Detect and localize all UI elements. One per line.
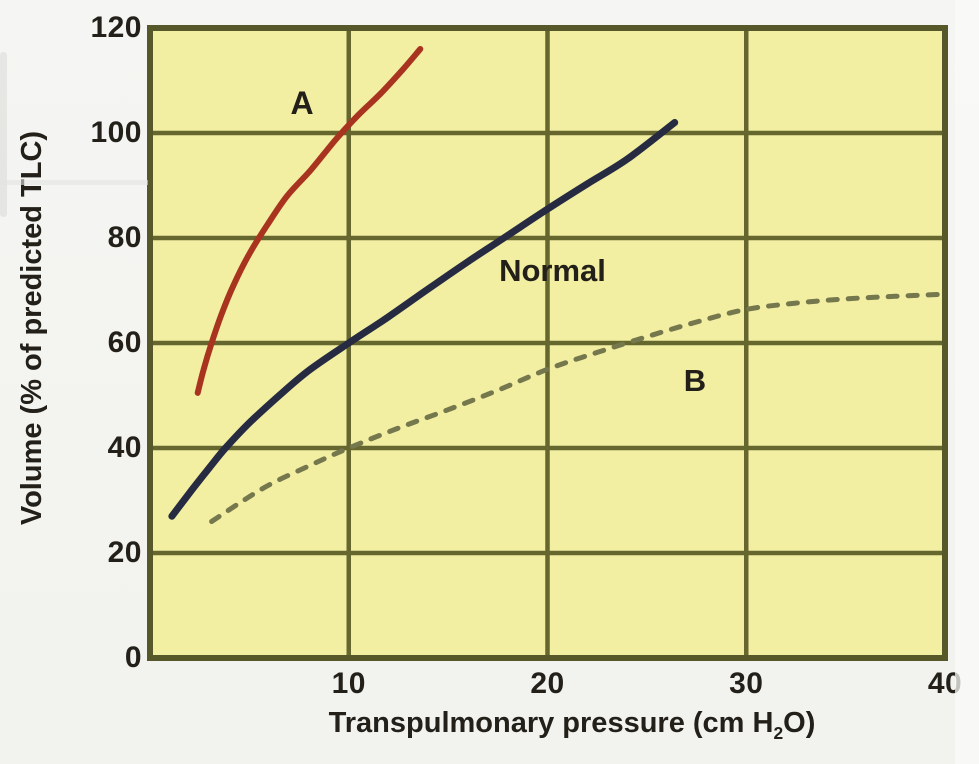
gridlines <box>150 28 945 658</box>
plot-frame <box>147 25 948 661</box>
x-axis-title-text: Transpulmonary pressure (cm H <box>328 707 774 739</box>
y-axis-title: Volume (% of predicted TLC) <box>16 130 48 526</box>
x-axis-title-subscript: 2 <box>773 722 784 743</box>
y-tick-label: 40 <box>107 431 142 464</box>
y-tick-label: 100 <box>90 116 142 149</box>
x-tick-label: 30 <box>729 667 764 700</box>
y-tick-label: 0 <box>124 641 142 674</box>
x-tick-label: 40 <box>927 667 963 700</box>
curve-b <box>209 291 948 524</box>
y-tick-label: 80 <box>107 221 142 254</box>
x-axis-title-suffix: O) <box>783 707 816 739</box>
x-axis-title: Transpulmonary pressure (cm H2O) <box>272 703 872 743</box>
series-label-b: B <box>683 363 707 398</box>
y-tick-label: 20 <box>107 536 142 569</box>
curve-normal <box>168 119 679 520</box>
x-tick-label: 20 <box>530 667 565 700</box>
x-tick-label: 10 <box>331 667 366 700</box>
series-label-a: A <box>290 85 314 121</box>
series-label-normal: Normal <box>499 253 606 288</box>
y-tick-label: 60 <box>107 326 142 359</box>
y-tick-label: 120 <box>90 11 142 44</box>
curve-a <box>194 46 424 396</box>
